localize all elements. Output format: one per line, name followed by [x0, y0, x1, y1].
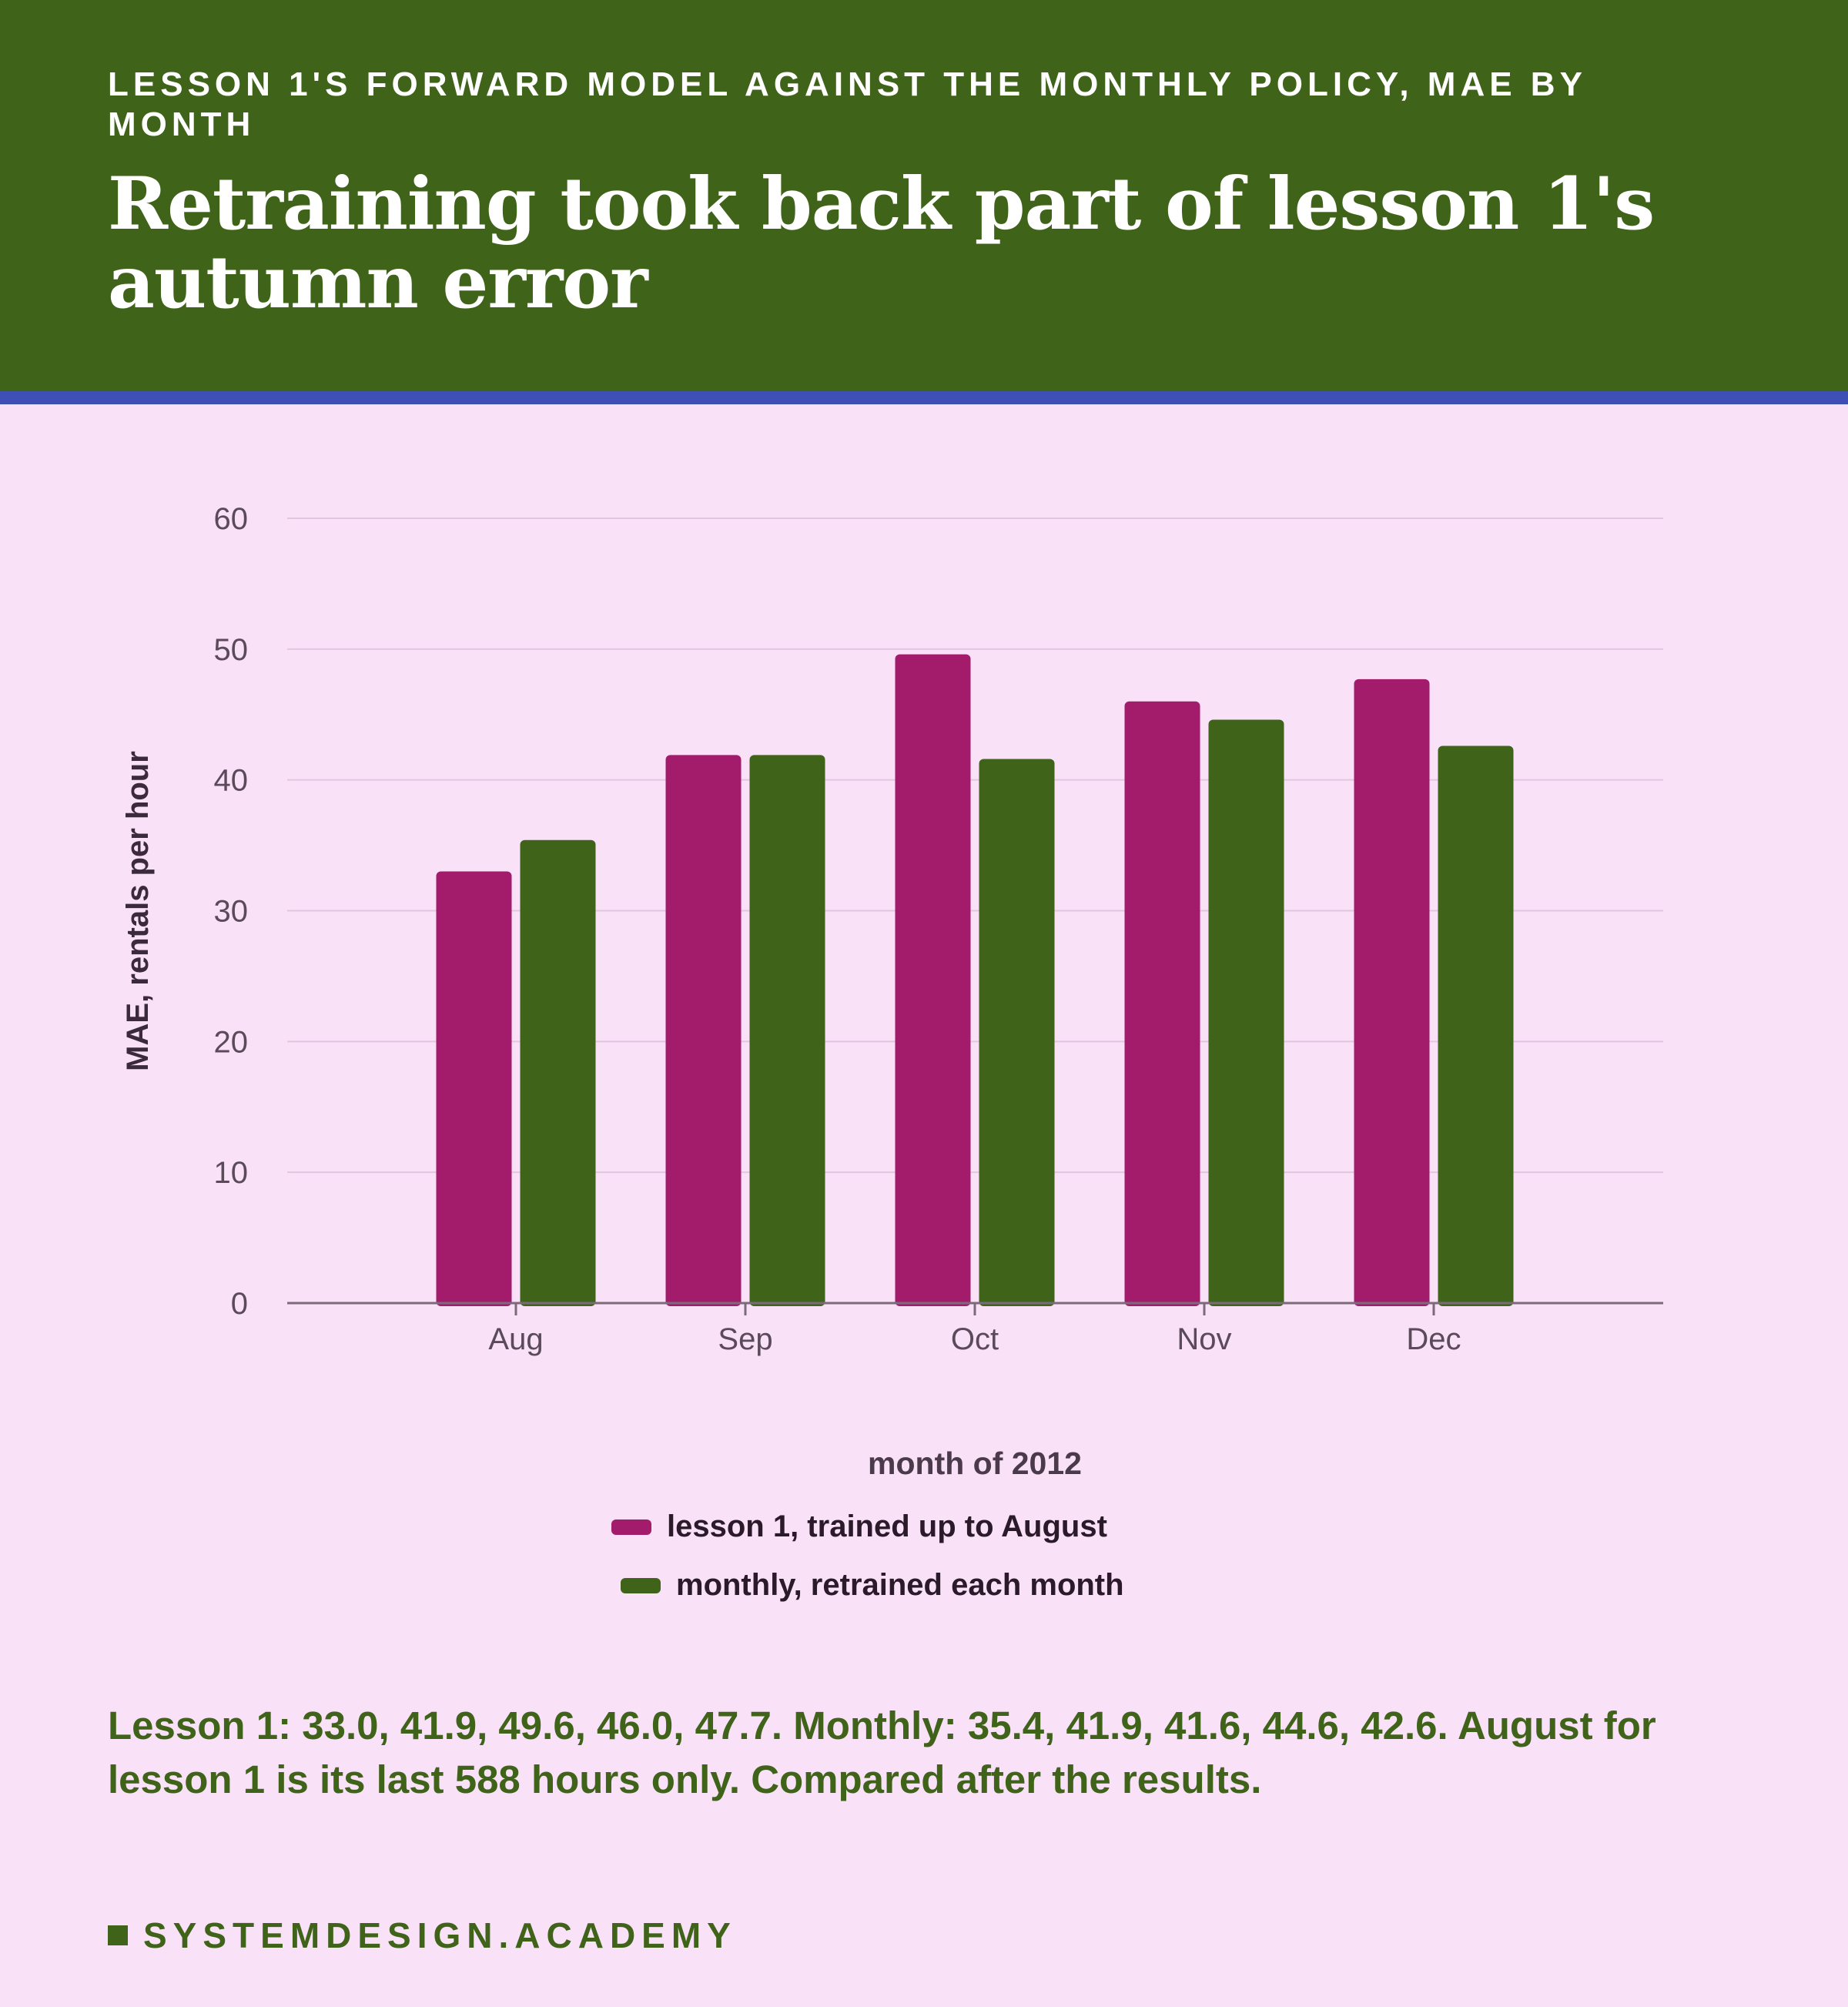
- x-tick-label: Sep: [718, 1322, 772, 1356]
- y-axis-label: MAE, rentals per hour: [121, 751, 155, 1071]
- bar-lesson1: [665, 755, 742, 1306]
- chart-title: Retraining took back part of lesson 1's …: [108, 162, 1655, 325]
- axes: 0 10 20 30 40 50 60 Aug Sep Oct Nov Dec: [214, 502, 1663, 1356]
- brand-square-icon: [108, 1925, 128, 1945]
- bar-monthly: [749, 755, 825, 1306]
- legend-label-lesson1: lesson 1, trained up to August: [667, 1509, 1107, 1543]
- header-accent-rule: [0, 391, 1848, 404]
- legend-item-monthly: monthly, retrained each month: [621, 1568, 1124, 1603]
- legend-label-monthly: monthly, retrained each month: [676, 1568, 1124, 1602]
- bar-lesson1: [436, 871, 512, 1306]
- bar-monthly: [1438, 746, 1514, 1306]
- bar-monthly: [979, 759, 1055, 1306]
- legend-swatch-monthly: [621, 1577, 661, 1593]
- legend-swatch-lesson1: [611, 1519, 651, 1535]
- brand-name: SYSTEMDESIGN.ACADEMY: [143, 1915, 737, 1955]
- bar-monthly: [1208, 719, 1284, 1306]
- x-tick-label: Dec: [1406, 1322, 1461, 1356]
- y-tick-label: 40: [214, 764, 249, 798]
- y-tick-label: 60: [214, 502, 249, 536]
- bar-chart: MAE, rentals per hour month of 2012 0 10 2…: [121, 502, 1663, 1481]
- legend-item-lesson1: lesson 1, trained up to August: [611, 1509, 1107, 1544]
- bars: [436, 654, 1514, 1306]
- bar-lesson1: [1354, 678, 1430, 1306]
- y-tick-label: 10: [214, 1156, 249, 1190]
- x-tick-label: Aug: [488, 1322, 543, 1356]
- x-axis-label: month of 2012: [868, 1446, 1082, 1481]
- chart-kicker: LESSON 1'S FORWARD MODEL AGAINST THE MON…: [108, 65, 1587, 143]
- y-tick-label: 20: [214, 1025, 249, 1059]
- y-tick-label: 30: [214, 895, 249, 929]
- y-tick-label: 50: [214, 633, 249, 667]
- gridlines: [287, 518, 1663, 1174]
- x-tick-label: Nov: [1177, 1322, 1231, 1356]
- bar-monthly: [520, 839, 596, 1306]
- header-banner: LESSON 1'S FORWARD MODEL AGAINST THE MON…: [0, 0, 1848, 391]
- brand-footer: SYSTEMDESIGN.ACADEMY: [108, 1915, 737, 1956]
- data-note: Lesson 1: 33.0, 41.9, 49.6, 46.0, 47.7. …: [108, 1704, 1656, 1801]
- bar-lesson1: [1124, 701, 1200, 1306]
- y-tick-label: 0: [231, 1287, 248, 1321]
- x-tick-label: Oct: [951, 1322, 999, 1356]
- bar-lesson1: [895, 654, 971, 1306]
